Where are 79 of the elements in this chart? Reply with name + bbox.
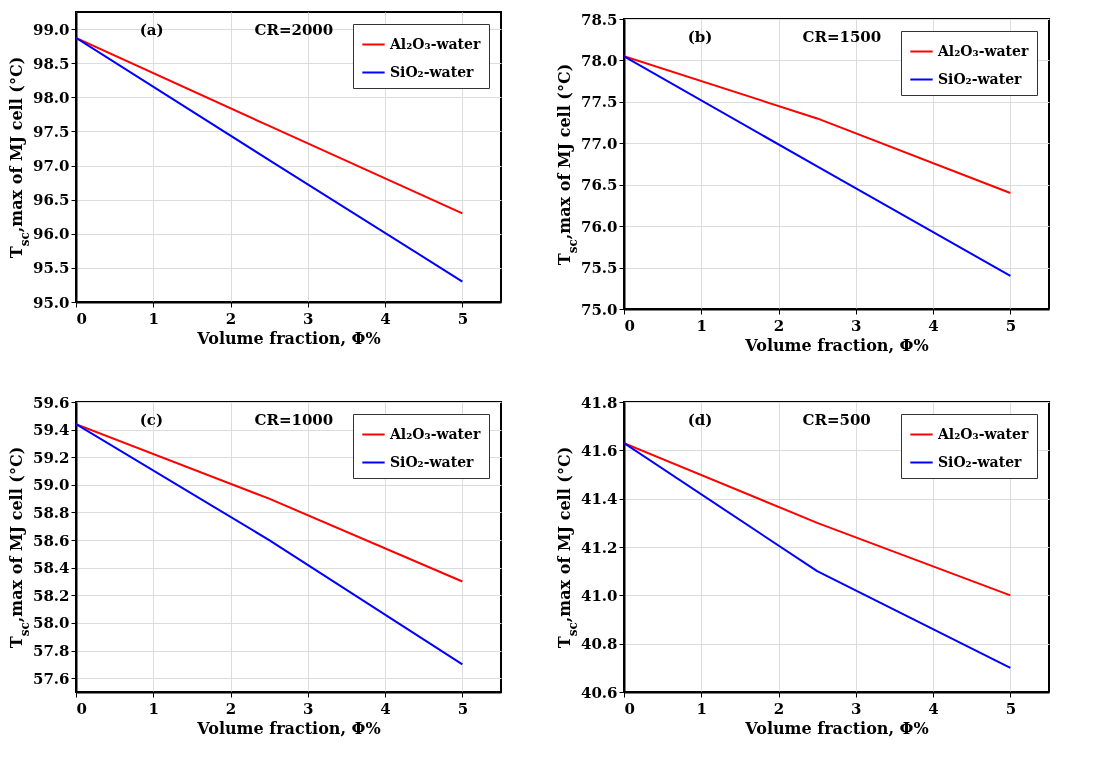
y-tick-label: 58.2: [32, 586, 70, 605]
y-tick-label: 41.8: [580, 393, 618, 412]
y-tick-label: 57.6: [32, 669, 70, 688]
legend-label: Al₂O₃-water: [937, 42, 1029, 59]
annotation: CR=500: [802, 411, 871, 429]
y-tick-label: 95.5: [32, 259, 70, 278]
y-tick-label: 98.5: [32, 54, 70, 73]
x-tick-label: 5: [1005, 316, 1017, 335]
annotation: (a): [139, 21, 164, 39]
y-tick-label: 78.5: [580, 10, 618, 29]
x-tick-label: 0: [624, 316, 635, 335]
y-tick-label: 59.0: [32, 476, 70, 495]
y-tick-label: 41.4: [580, 490, 618, 509]
x-axis-title: Volume fraction, Φ%: [196, 718, 381, 738]
x-tick-label: 3: [303, 699, 314, 718]
y-tick-label: 75.0: [580, 300, 618, 319]
y-tick-label: 98.0: [32, 88, 70, 107]
annotation: CR=2000: [254, 21, 334, 39]
y-tick-label: 76.5: [580, 176, 618, 195]
y-tick-label: 96.0: [32, 225, 70, 244]
x-tick-label: 0: [76, 699, 87, 718]
y-tick-label: 40.6: [580, 683, 618, 702]
y-tick-label: 58.4: [32, 559, 70, 578]
y-tick-label: 76.0: [580, 217, 618, 236]
annotation: (c): [139, 411, 164, 429]
x-tick-label: 2: [225, 699, 237, 718]
legend-label: Al₂O₃-water: [389, 425, 481, 442]
x-tick-label: 1: [696, 699, 707, 718]
y-tick-label: 40.8: [580, 635, 618, 654]
x-tick-label: 0: [624, 699, 635, 718]
y-tick-label: 59.4: [32, 421, 70, 440]
y-tick-label: 97.0: [32, 157, 70, 176]
x-tick-label: 3: [851, 316, 862, 335]
x-tick-label: 4: [380, 309, 391, 328]
y-tick-label: 41.0: [580, 586, 618, 605]
x-tick-label: 5: [457, 309, 469, 328]
annotation: (b): [687, 28, 713, 46]
x-tick-label: 2: [773, 699, 785, 718]
y-tick-label: 41.2: [580, 538, 618, 557]
legend-label: SiO₂-water: [390, 63, 475, 80]
x-axis-title: Volume fraction, Φ%: [744, 718, 929, 738]
y-tick-label: 57.8: [32, 642, 70, 661]
legend-label: SiO₂-water: [938, 453, 1023, 470]
y-tick-label: 58.0: [32, 614, 70, 633]
x-tick-label: 1: [696, 316, 707, 335]
annotation: (d): [687, 411, 713, 429]
annotation: CR=1500: [802, 28, 882, 46]
x-tick-label: 5: [1005, 699, 1017, 718]
x-tick-label: 2: [773, 316, 785, 335]
x-tick-label: 4: [380, 699, 391, 718]
y-tick-label: 41.6: [580, 441, 618, 460]
legend-label: Al₂O₃-water: [937, 425, 1029, 442]
x-tick-label: 1: [148, 699, 159, 718]
x-axis-title: Volume fraction, Φ%: [744, 335, 929, 355]
y-tick-label: 97.5: [32, 122, 70, 141]
y-tick-label: 58.6: [32, 531, 70, 550]
y-tick-label: 77.5: [580, 93, 618, 112]
x-tick-label: 1: [148, 309, 159, 328]
legend-label: SiO₂-water: [938, 70, 1023, 87]
y-tick-label: 95.0: [32, 293, 70, 312]
x-tick-label: 5: [457, 699, 469, 718]
annotation: CR=1000: [254, 411, 334, 429]
y-tick-label: 99.0: [32, 20, 70, 39]
legend-label: SiO₂-water: [390, 453, 475, 470]
y-tick-label: 78.0: [580, 51, 618, 70]
x-tick-label: 4: [928, 699, 939, 718]
y-tick-label: 59.2: [32, 448, 70, 467]
x-tick-label: 3: [851, 699, 862, 718]
y-tick-label: 96.5: [32, 191, 70, 210]
y-tick-label: 75.5: [580, 259, 618, 278]
x-tick-label: 0: [76, 309, 87, 328]
x-axis-title: Volume fraction, Φ%: [196, 328, 381, 348]
y-tick-label: 59.6: [32, 393, 70, 412]
y-tick-label: 58.8: [32, 503, 70, 522]
x-tick-label: 2: [225, 309, 237, 328]
legend-label: Al₂O₃-water: [389, 35, 481, 52]
y-tick-label: 77.0: [580, 134, 618, 153]
x-tick-label: 4: [928, 316, 939, 335]
x-tick-label: 3: [303, 309, 314, 328]
